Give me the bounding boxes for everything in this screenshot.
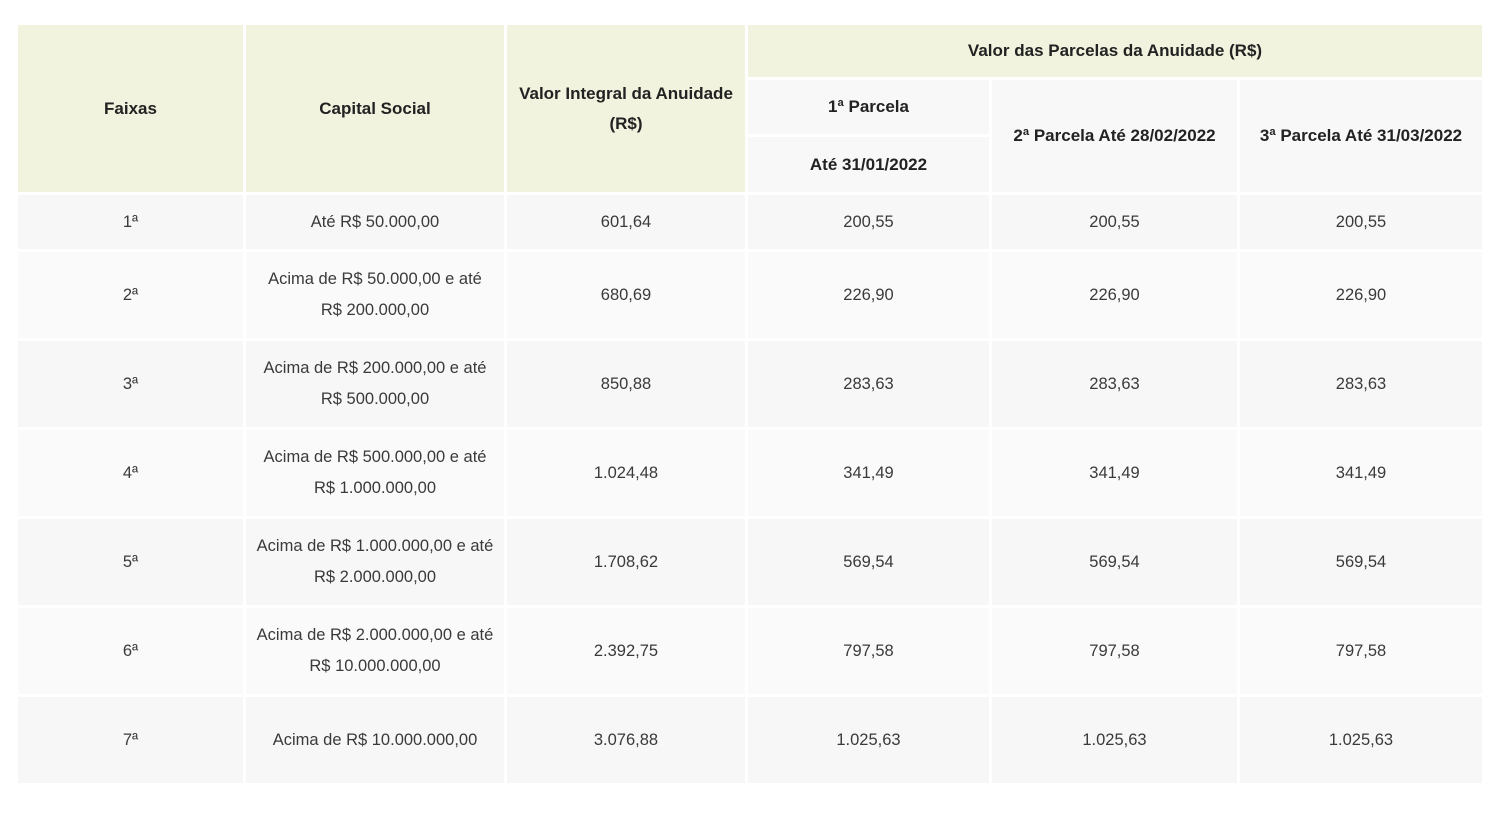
annuity-table-container: Faixas Capital Social Valor Integral da … bbox=[18, 22, 1482, 786]
table-row: 4ª Acima de R$ 500.000,00 e até R$ 1.000… bbox=[18, 430, 1482, 516]
cell-faixa: 7ª bbox=[18, 697, 243, 783]
cell-parcela-3: 569,54 bbox=[1240, 519, 1482, 605]
cell-parcela-2: 226,90 bbox=[992, 252, 1237, 338]
cell-faixa: 3ª bbox=[18, 341, 243, 427]
cell-faixa: 4ª bbox=[18, 430, 243, 516]
cell-capital: Acima de R$ 1.000.000,00 e até R$ 2.000.… bbox=[246, 519, 504, 605]
cell-parcela-3: 797,58 bbox=[1240, 608, 1482, 694]
cell-capital: Acima de R$ 2.000.000,00 e até R$ 10.000… bbox=[246, 608, 504, 694]
cell-faixa: 2ª bbox=[18, 252, 243, 338]
cell-parcela-2: 569,54 bbox=[992, 519, 1237, 605]
cell-integral: 2.392,75 bbox=[507, 608, 745, 694]
cell-integral: 3.076,88 bbox=[507, 697, 745, 783]
annuity-table: Faixas Capital Social Valor Integral da … bbox=[15, 22, 1485, 786]
header-valor-integral: Valor Integral da Anuidade (R$) bbox=[507, 25, 745, 192]
cell-parcela-3: 283,63 bbox=[1240, 341, 1482, 427]
table-row: 1ª Até R$ 50.000,00 601,64 200,55 200,55… bbox=[18, 195, 1482, 249]
cell-capital: Acima de R$ 200.000,00 e até R$ 500.000,… bbox=[246, 341, 504, 427]
table-row: 3ª Acima de R$ 200.000,00 e até R$ 500.0… bbox=[18, 341, 1482, 427]
cell-parcela-3: 1.025,63 bbox=[1240, 697, 1482, 783]
cell-parcela-2: 1.025,63 bbox=[992, 697, 1237, 783]
cell-parcela-1: 1.025,63 bbox=[748, 697, 989, 783]
cell-parcela-2: 797,58 bbox=[992, 608, 1237, 694]
header-parcela-1-date: Até 31/01/2022 bbox=[748, 137, 989, 192]
header-parcela-1-title: 1ª Parcela bbox=[748, 80, 989, 134]
table-row: 6ª Acima de R$ 2.000.000,00 e até R$ 10.… bbox=[18, 608, 1482, 694]
cell-faixa: 5ª bbox=[18, 519, 243, 605]
cell-capital: Acima de R$ 500.000,00 e até R$ 1.000.00… bbox=[246, 430, 504, 516]
cell-parcela-1: 341,49 bbox=[748, 430, 989, 516]
cell-integral: 1.708,62 bbox=[507, 519, 745, 605]
cell-parcela-1: 569,54 bbox=[748, 519, 989, 605]
cell-parcela-1: 200,55 bbox=[748, 195, 989, 249]
cell-integral: 680,69 bbox=[507, 252, 745, 338]
cell-parcela-1: 226,90 bbox=[748, 252, 989, 338]
cell-parcela-2: 200,55 bbox=[992, 195, 1237, 249]
cell-parcela-2: 283,63 bbox=[992, 341, 1237, 427]
cell-integral: 601,64 bbox=[507, 195, 745, 249]
cell-parcela-3: 226,90 bbox=[1240, 252, 1482, 338]
cell-integral: 1.024,48 bbox=[507, 430, 745, 516]
cell-parcela-1: 283,63 bbox=[748, 341, 989, 427]
table-row: 2ª Acima de R$ 50.000,00 e até R$ 200.00… bbox=[18, 252, 1482, 338]
cell-parcela-2: 341,49 bbox=[992, 430, 1237, 516]
header-valor-parcelas: Valor das Parcelas da Anuidade (R$) bbox=[748, 25, 1482, 77]
table-row: 7ª Acima de R$ 10.000.000,00 3.076,88 1.… bbox=[18, 697, 1482, 783]
cell-capital: Acima de R$ 10.000.000,00 bbox=[246, 697, 504, 783]
header-faixas: Faixas bbox=[18, 25, 243, 192]
cell-capital: Até R$ 50.000,00 bbox=[246, 195, 504, 249]
cell-parcela-1: 797,58 bbox=[748, 608, 989, 694]
header-parcela-2: 2ª Parcela Até 28/02/2022 bbox=[992, 80, 1237, 192]
header-capital-social: Capital Social bbox=[246, 25, 504, 192]
cell-parcela-3: 200,55 bbox=[1240, 195, 1482, 249]
cell-integral: 850,88 bbox=[507, 341, 745, 427]
cell-faixa: 1ª bbox=[18, 195, 243, 249]
header-parcela-3: 3ª Parcela Até 31/03/2022 bbox=[1240, 80, 1482, 192]
cell-capital: Acima de R$ 50.000,00 e até R$ 200.000,0… bbox=[246, 252, 504, 338]
table-row: 5ª Acima de R$ 1.000.000,00 e até R$ 2.0… bbox=[18, 519, 1482, 605]
cell-parcela-3: 341,49 bbox=[1240, 430, 1482, 516]
cell-faixa: 6ª bbox=[18, 608, 243, 694]
